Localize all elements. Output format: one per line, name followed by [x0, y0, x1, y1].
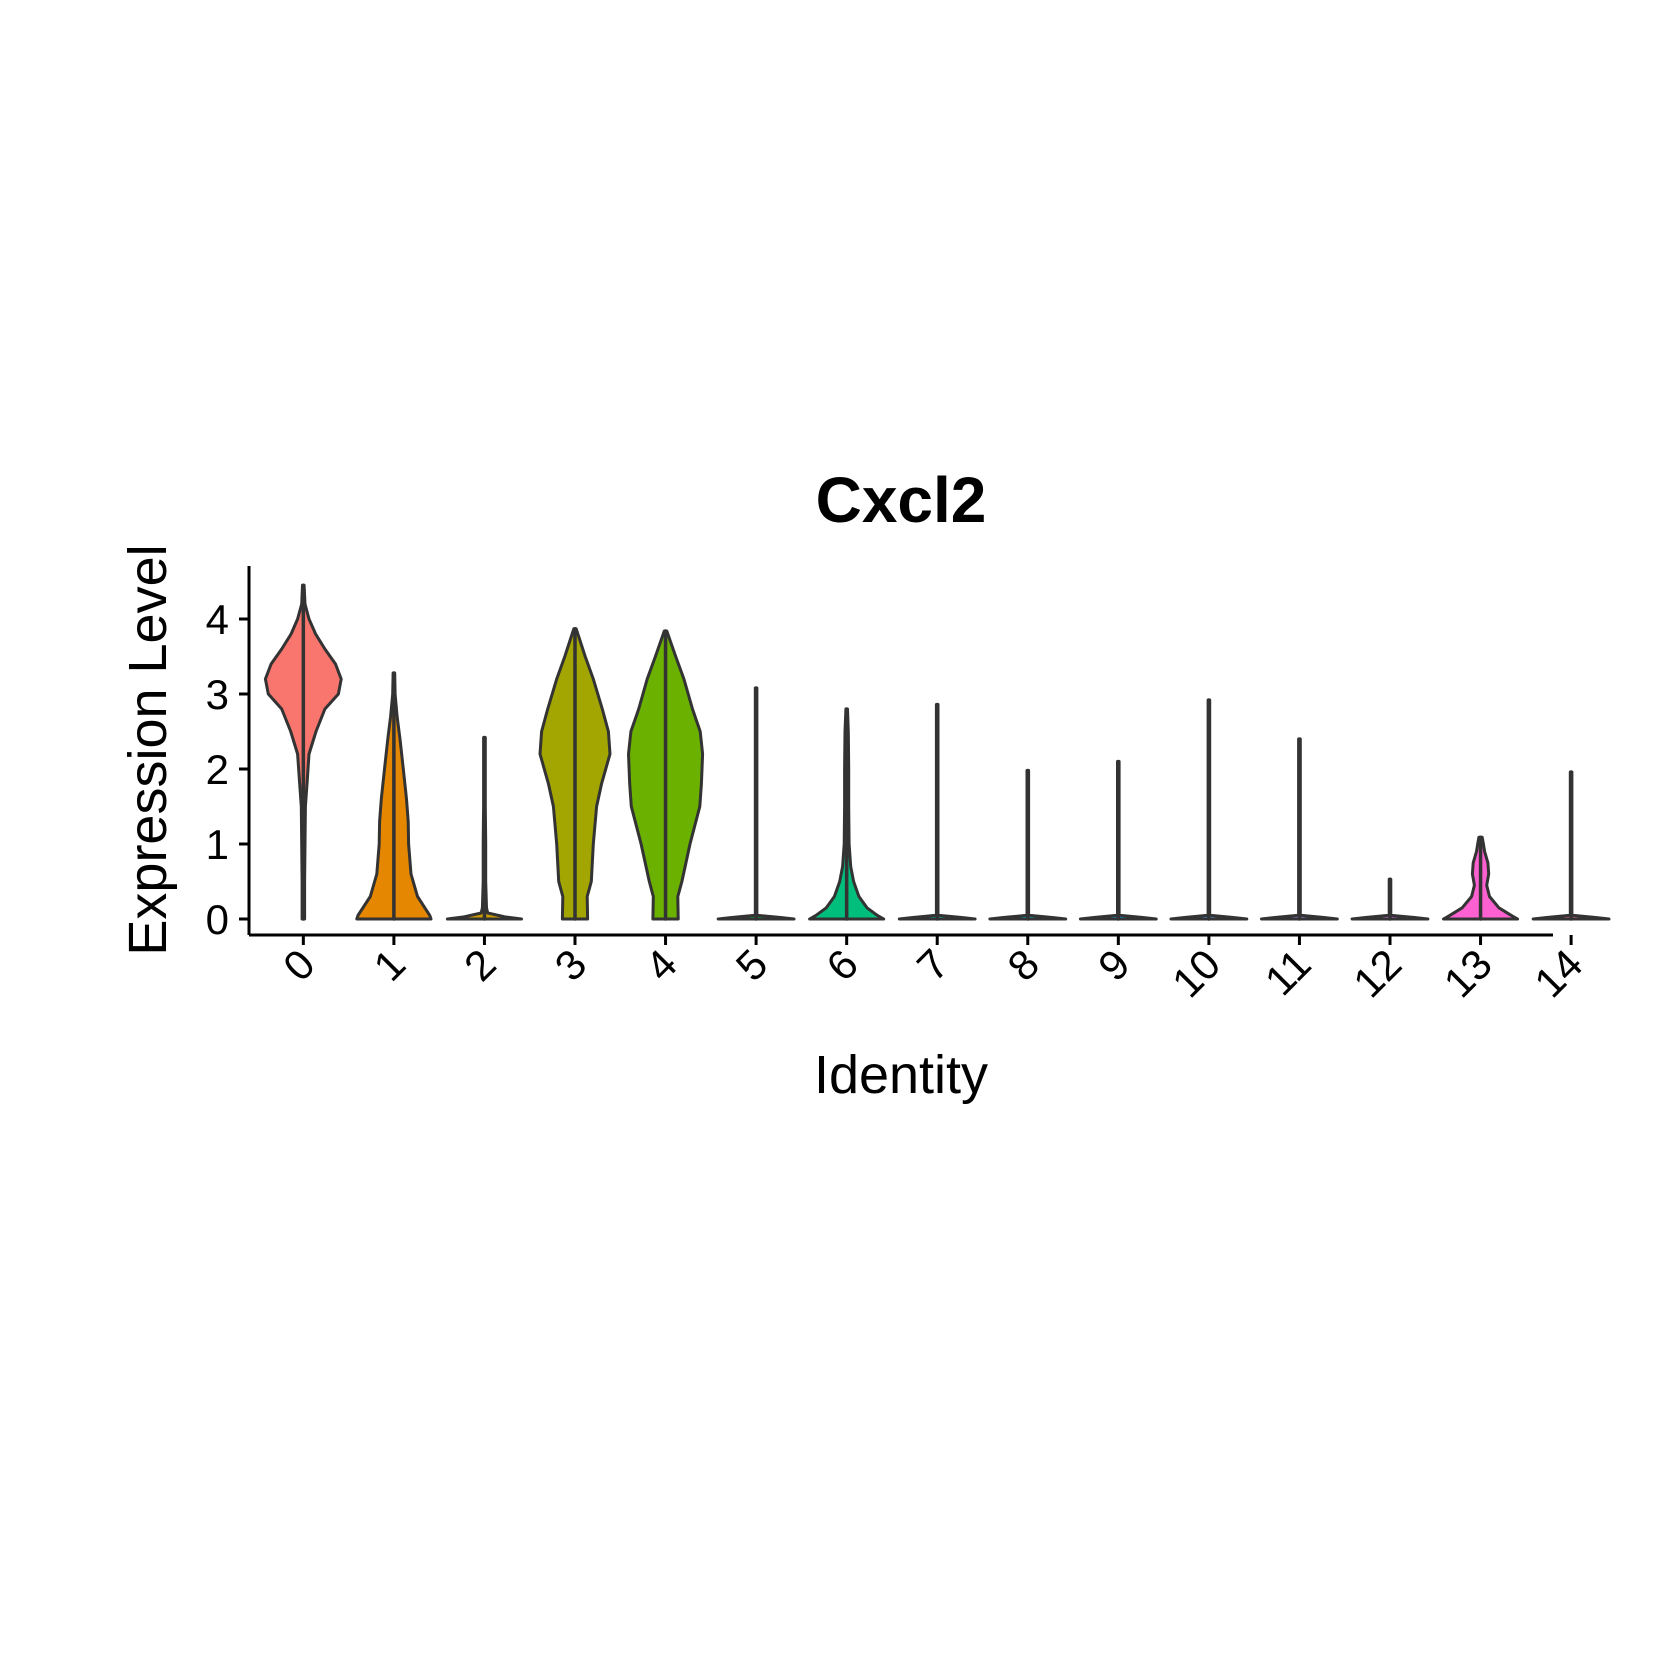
x-tick-label: 13 — [1435, 940, 1501, 1006]
x-tick-label: 9 — [1089, 940, 1139, 990]
x-tick-label: 4 — [636, 940, 686, 990]
y-tick-label: 1 — [206, 821, 229, 868]
y-tick-label: 3 — [206, 671, 229, 718]
x-tick-label: 2 — [455, 940, 505, 990]
x-axis-title: Identity — [814, 1045, 988, 1105]
x-tick-label: 5 — [727, 940, 777, 990]
x-tick-label: 11 — [1256, 940, 1320, 1004]
y-tick-label: 4 — [206, 596, 229, 643]
y-axis-title: Expression Level — [118, 544, 178, 955]
chart-title: Cxcl2 — [816, 464, 987, 536]
x-tick-label: 14 — [1525, 940, 1591, 1006]
plot-area — [263, 583, 1611, 921]
x-axis-ticks: 0 1 2 3 4 5 6 7 8 9 10 11 12 13 14 — [274, 935, 1591, 1006]
x-tick-label: 7 — [908, 940, 958, 990]
x-tick-label: 3 — [546, 940, 596, 990]
x-tick-label: 10 — [1163, 940, 1229, 1006]
x-tick-label: 12 — [1344, 940, 1410, 1006]
x-tick-label: 8 — [998, 940, 1048, 990]
y-axis-ticks: 0 1 2 3 4 — [206, 596, 249, 943]
x-tick-label: 0 — [274, 940, 324, 990]
y-tick-label: 2 — [206, 746, 229, 793]
x-tick-label: 1 — [365, 940, 415, 990]
x-tick-label: 6 — [817, 940, 867, 990]
y-tick-label: 0 — [206, 896, 229, 943]
